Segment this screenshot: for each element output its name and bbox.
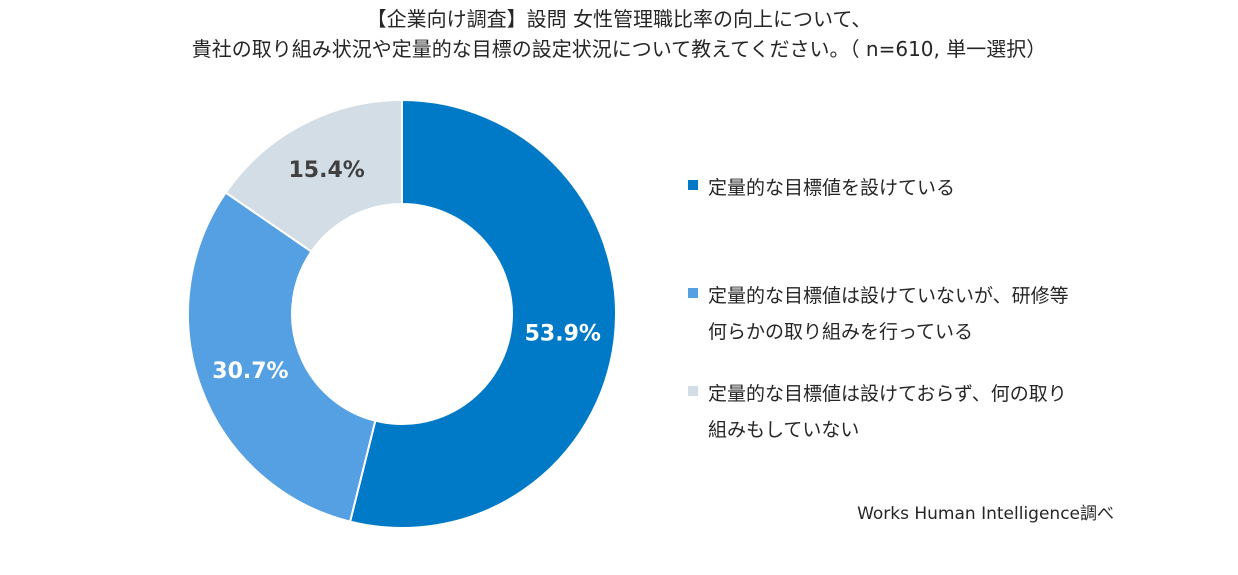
slice-label-target-set: 53.9% [525,321,601,346]
legend-swatch-no-target-with-efforts [688,288,698,298]
slice-label-no-target-no-efforts: 15.4% [288,158,364,183]
source-note: Works Human Intelligence調べ [857,504,1114,524]
legend-label-no-target-no-efforts: 定量的な目標値は設けておらず、何の取り 組みもしていない [708,376,1067,448]
slice-no-target-no-efforts [224,98,403,253]
chart-title: 【企業向け調査】設問 女性管理職比率の向上について、 貴社の取り組み状況や定量的… [0,4,1238,64]
legend-item-no-target-no-efforts: 定量的な目標値は設けておらず、何の取り 組みもしていない [688,376,1067,448]
legend-label-line: 定量的な目標値は設けていないが、研修等 [708,285,1069,307]
legend-label-line: 定量的な目標値は設けておらず、何の取り [708,383,1067,405]
legend-item-no-target-with-efforts: 定量的な目標値は設けていないが、研修等 何らかの取り組みを行っている [688,278,1069,350]
legend-swatch-target-set [688,180,698,190]
slice-label-no-target-with-efforts: 30.7% [212,359,288,384]
legend-label-line: 組みもしていない [708,419,860,441]
slice-target-set [348,98,617,529]
chart-title-line-2: 貴社の取り組み状況や定量的な目標の設定状況について教えてください。（ n=610… [191,37,1047,61]
legend-swatch-no-target-no-efforts [688,386,698,396]
legend-label-no-target-with-efforts: 定量的な目標値は設けていないが、研修等 何らかの取り組みを行っている [708,278,1069,350]
legend-label-line: 定量的な目標値を設けている [708,177,956,199]
legend-item-target-set: 定量的な目標値を設けている [688,170,955,206]
chart-title-line-1: 【企業向け調査】設問 女性管理職比率の向上について、 [366,7,872,31]
slice-no-target-with-efforts [187,191,377,523]
legend-label-line: 何らかの取り組みを行っている [708,321,974,343]
legend-label-target-set: 定量的な目標値を設けている [708,170,955,206]
